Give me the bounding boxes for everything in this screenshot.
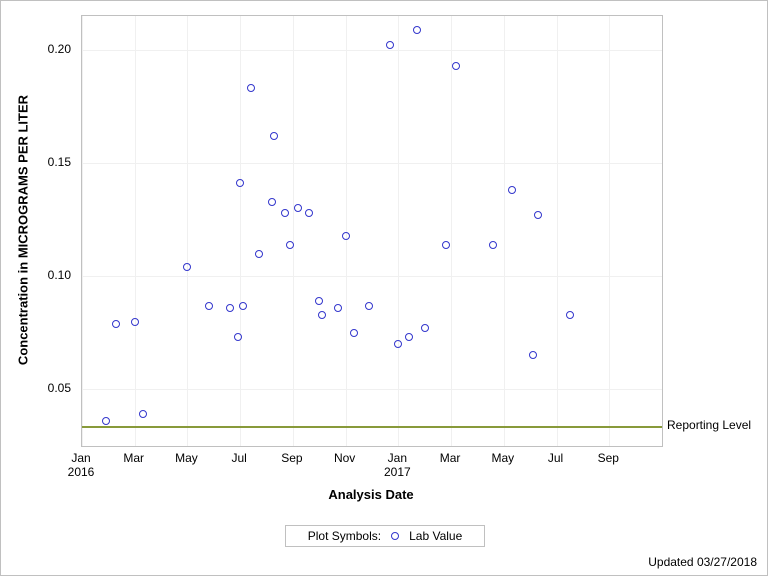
lab-value-point — [315, 297, 323, 305]
x-tick-label: Jul — [548, 451, 563, 465]
x-tick-label: May — [175, 451, 198, 465]
gridline-vertical — [135, 16, 136, 446]
lab-value-point — [350, 329, 358, 337]
x-tick-label: Sep — [598, 451, 619, 465]
lab-value-point — [342, 232, 350, 240]
plot-area — [81, 15, 663, 447]
lab-value-point — [131, 318, 139, 326]
x-tick-label: Nov — [334, 451, 355, 465]
x-axis-title: Analysis Date — [328, 487, 413, 502]
lab-value-point — [294, 204, 302, 212]
x-tick-label: Jul — [232, 451, 247, 465]
lab-value-point — [112, 320, 120, 328]
y-tick-label: 0.05 — [48, 381, 71, 395]
lab-value-point — [421, 324, 429, 332]
gridline-horizontal — [82, 389, 662, 390]
lab-value-point — [268, 198, 276, 206]
lab-value-point — [442, 241, 450, 249]
gridline-vertical — [609, 16, 610, 446]
lab-value-point — [236, 179, 244, 187]
updated-text: Updated 03/27/2018 — [648, 555, 757, 569]
gridline-vertical — [187, 16, 188, 446]
x-tick-label: Mar — [440, 451, 461, 465]
y-tick-label: 0.10 — [48, 268, 71, 282]
lab-value-point — [239, 302, 247, 310]
lab-value-point — [508, 186, 516, 194]
lab-value-point — [255, 250, 263, 258]
lab-value-point — [234, 333, 242, 341]
legend-series-label: Lab Value — [409, 529, 462, 543]
x-tick-label: May — [491, 451, 514, 465]
lab-value-point — [405, 333, 413, 341]
gridline-vertical — [557, 16, 558, 446]
gridline-horizontal — [82, 50, 662, 51]
lab-value-point — [305, 209, 313, 217]
legend-title: Plot Symbols: — [308, 529, 381, 543]
x-tick-label: Jan 2016 — [68, 451, 95, 479]
gridline-vertical — [293, 16, 294, 446]
gridline-vertical — [451, 16, 452, 446]
lab-value-marker-icon — [391, 532, 399, 540]
lab-value-point — [529, 351, 537, 359]
lab-value-point — [365, 302, 373, 310]
lab-value-point — [226, 304, 234, 312]
reporting-level-line — [82, 426, 662, 428]
y-axis-title: Concentration in MICROGRAMS PER LITER — [16, 95, 31, 365]
gridline-vertical — [82, 16, 83, 446]
lab-value-point — [270, 132, 278, 140]
gridline-vertical — [504, 16, 505, 446]
lab-value-point — [286, 241, 294, 249]
lab-value-point — [566, 311, 574, 319]
gridline-vertical — [240, 16, 241, 446]
y-tick-label: 0.15 — [48, 155, 71, 169]
lab-value-point — [534, 211, 542, 219]
lab-value-point — [102, 417, 110, 425]
lab-value-point — [318, 311, 326, 319]
lab-value-point — [281, 209, 289, 217]
chart-frame: Concentration in MICROGRAMS PER LITER An… — [0, 0, 768, 576]
gridline-horizontal — [82, 163, 662, 164]
lab-value-point — [394, 340, 402, 348]
x-tick-label: Sep — [281, 451, 302, 465]
lab-value-point — [139, 410, 147, 418]
gridline-horizontal — [82, 276, 662, 277]
lab-value-point — [205, 302, 213, 310]
lab-value-point — [247, 84, 255, 92]
gridline-vertical — [398, 16, 399, 446]
x-tick-label: Jan 2017 — [384, 451, 411, 479]
lab-value-point — [489, 241, 497, 249]
lab-value-point — [334, 304, 342, 312]
lab-value-point — [183, 263, 191, 271]
y-tick-label: 0.20 — [48, 42, 71, 56]
x-tick-label: Mar — [123, 451, 144, 465]
legend: Plot Symbols: Lab Value — [285, 525, 485, 547]
lab-value-point — [452, 62, 460, 70]
lab-value-point — [413, 26, 421, 34]
lab-value-point — [386, 41, 394, 49]
reporting-level-label: Reporting Level — [667, 418, 751, 432]
